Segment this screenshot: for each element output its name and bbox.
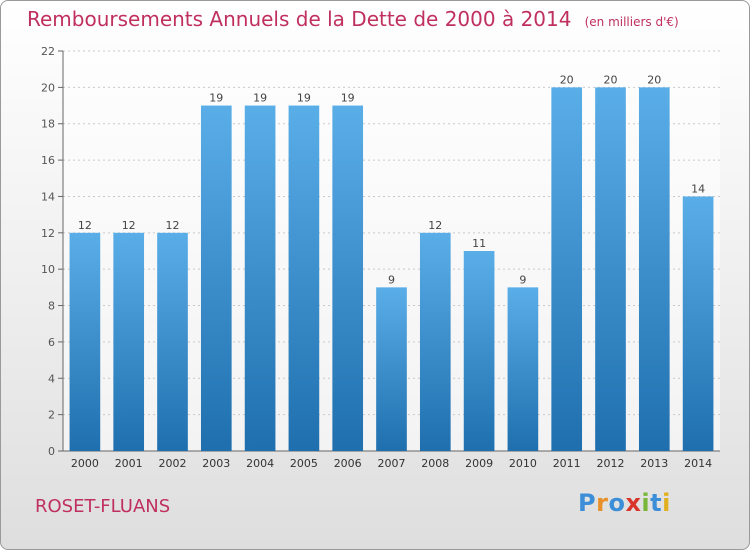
y-tick-label: 20 (41, 81, 55, 94)
y-tick-label: 6 (48, 336, 55, 349)
commune-name: ROSET-FLUANS (35, 496, 171, 517)
bar-value-label: 19 (253, 92, 267, 105)
y-tick-label: 8 (48, 300, 55, 313)
bar (682, 196, 714, 451)
y-tick-label: 16 (41, 154, 55, 167)
logo-letter: i (641, 489, 651, 517)
bar (507, 287, 539, 451)
bar-value-label: 20 (647, 73, 661, 86)
y-tick-label: 4 (48, 372, 55, 385)
y-tick-label: 10 (41, 263, 55, 276)
logo-letter: P (578, 489, 597, 517)
y-tick-label: 0 (48, 445, 55, 458)
bar-value-label: 12 (122, 219, 136, 232)
bar-value-label: 20 (604, 73, 618, 86)
bar-value-label: 12 (78, 219, 92, 232)
x-tick-label: 2002 (159, 457, 187, 470)
y-tick-label: 18 (41, 118, 55, 131)
bar-value-label: 11 (472, 237, 486, 250)
x-tick-label: 2006 (334, 457, 362, 470)
x-tick-label: 2004 (246, 457, 274, 470)
logo-letter: t (650, 489, 663, 517)
bar (638, 87, 670, 451)
bar (332, 105, 364, 451)
bar-value-label: 12 (428, 219, 442, 232)
logo-letter: o (608, 489, 626, 517)
bar (419, 232, 451, 451)
x-tick-label: 2000 (71, 457, 99, 470)
logo-letter: x (625, 489, 642, 517)
logo-letter: i (662, 489, 671, 517)
bar (157, 232, 188, 451)
bar (244, 105, 276, 451)
bar-value-label: 14 (691, 182, 705, 195)
x-tick-label: 2008 (421, 457, 449, 470)
title-row: Remboursements Annuels de la Dette de 20… (27, 7, 679, 31)
x-tick-label: 2013 (640, 457, 668, 470)
bar-value-label: 20 (560, 73, 574, 86)
y-tick-label: 14 (41, 190, 55, 203)
proxiti-logo[interactable]: Proxiti (578, 489, 671, 517)
y-tick-label: 22 (41, 45, 55, 58)
logo-letter: r (596, 489, 609, 517)
x-tick-label: 2012 (597, 457, 625, 470)
bar-value-label: 9 (519, 273, 526, 286)
x-tick-label: 2010 (509, 457, 537, 470)
y-tick-label: 12 (41, 227, 55, 240)
bar-value-label: 19 (209, 92, 223, 105)
bar (288, 105, 320, 451)
chart-unit: (en milliers d'€) (584, 15, 679, 29)
bar (376, 287, 407, 451)
bar (200, 105, 232, 451)
x-tick-label: 2014 (684, 457, 712, 470)
bar (551, 87, 583, 451)
x-tick-label: 2007 (378, 457, 406, 470)
bar (463, 251, 495, 451)
y-tick-label: 2 (48, 409, 55, 422)
x-tick-label: 2005 (290, 457, 318, 470)
bar-value-label: 12 (166, 219, 180, 232)
bar (113, 232, 145, 451)
x-tick-label: 2009 (465, 457, 493, 470)
bar-value-label: 19 (297, 92, 311, 105)
chart-title: Remboursements Annuels de la Dette de 20… (27, 7, 572, 31)
x-tick-label: 2001 (115, 457, 143, 470)
x-tick-label: 2011 (553, 457, 581, 470)
bar (595, 87, 626, 451)
bar-value-label: 9 (388, 273, 395, 286)
bar-value-label: 19 (341, 92, 355, 105)
bar (69, 232, 101, 451)
x-tick-label: 2003 (202, 457, 230, 470)
